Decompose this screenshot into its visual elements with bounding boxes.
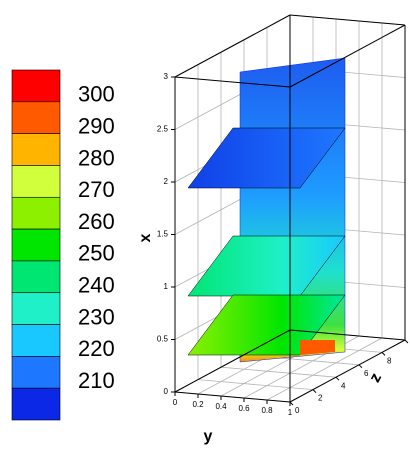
- z-tick-label: 4: [341, 381, 346, 390]
- x-tick-label: 0: [164, 387, 169, 396]
- legend-band: [11, 292, 61, 325]
- x-tick-label: 0.5: [157, 335, 169, 344]
- box: [171, 14, 409, 406]
- legend-label: 280: [78, 145, 115, 170]
- legend-label: 270: [78, 177, 115, 202]
- legend-band: [11, 228, 61, 262]
- box-edge: [174, 14, 291, 78]
- legend-band: [11, 387, 61, 421]
- box-edge: [289, 329, 406, 341]
- legend-label: 300: [78, 82, 115, 107]
- z-tick-label: 8: [387, 357, 392, 366]
- slices: [187, 57, 346, 363]
- legend-band: [11, 324, 61, 357]
- z-axis-label: z: [366, 370, 385, 385]
- z-tick-label: 0: [295, 406, 300, 415]
- x-tick-label: 3: [164, 72, 169, 81]
- legend-label: 290: [78, 113, 115, 138]
- y-tick-label: 1: [288, 408, 293, 417]
- x-tick-label: 1.5: [157, 230, 169, 239]
- legend-band: [11, 101, 61, 134]
- legend-band: [11, 260, 61, 294]
- grid-line: [220, 366, 337, 378]
- z-tick: [381, 352, 386, 356]
- z-tick-label: 2: [318, 394, 323, 403]
- x-tick-label: 2: [164, 177, 169, 186]
- x-tick-label: 1: [164, 282, 169, 291]
- legend-label: 240: [78, 273, 115, 298]
- grid-line: [197, 379, 314, 390]
- y-tick-label: 0: [173, 398, 178, 407]
- x-tick-label: 2.5: [157, 125, 169, 134]
- z-tick-label: 6: [364, 369, 369, 378]
- legend-band: [11, 133, 61, 166]
- y-tick-label: 0.4: [215, 402, 227, 411]
- z-tick: [289, 401, 294, 406]
- slice-top: [187, 127, 346, 189]
- z-tick: [335, 376, 340, 381]
- legend-label: 210: [78, 368, 115, 393]
- box-edge: [174, 329, 291, 393]
- y-tick-label: 0.2: [192, 400, 204, 409]
- y-axis-label: y: [204, 428, 213, 445]
- box-edge: [289, 14, 406, 26]
- z-tick: [312, 389, 317, 393]
- legend-band: [11, 196, 61, 230]
- legend-band: [11, 356, 61, 389]
- legend-label: 250: [78, 241, 115, 266]
- box-edge: [174, 76, 291, 88]
- legend-band: [11, 69, 61, 103]
- legend-label: 260: [78, 209, 115, 234]
- grid-line: [266, 337, 383, 401]
- hot-region: [300, 340, 335, 355]
- legend-band: [11, 165, 61, 198]
- z-tick: [404, 339, 409, 344]
- y-tick-label: 0.6: [238, 404, 250, 413]
- box-edge: [289, 339, 406, 403]
- box-edge: [289, 24, 406, 88]
- legend-label: 220: [78, 336, 115, 361]
- y-tick-label: 0.8: [261, 406, 273, 415]
- box-edge: [174, 391, 291, 403]
- x-axis-label: x: [137, 233, 154, 242]
- legend-label: 230: [78, 304, 115, 329]
- z-tick: [358, 364, 363, 369]
